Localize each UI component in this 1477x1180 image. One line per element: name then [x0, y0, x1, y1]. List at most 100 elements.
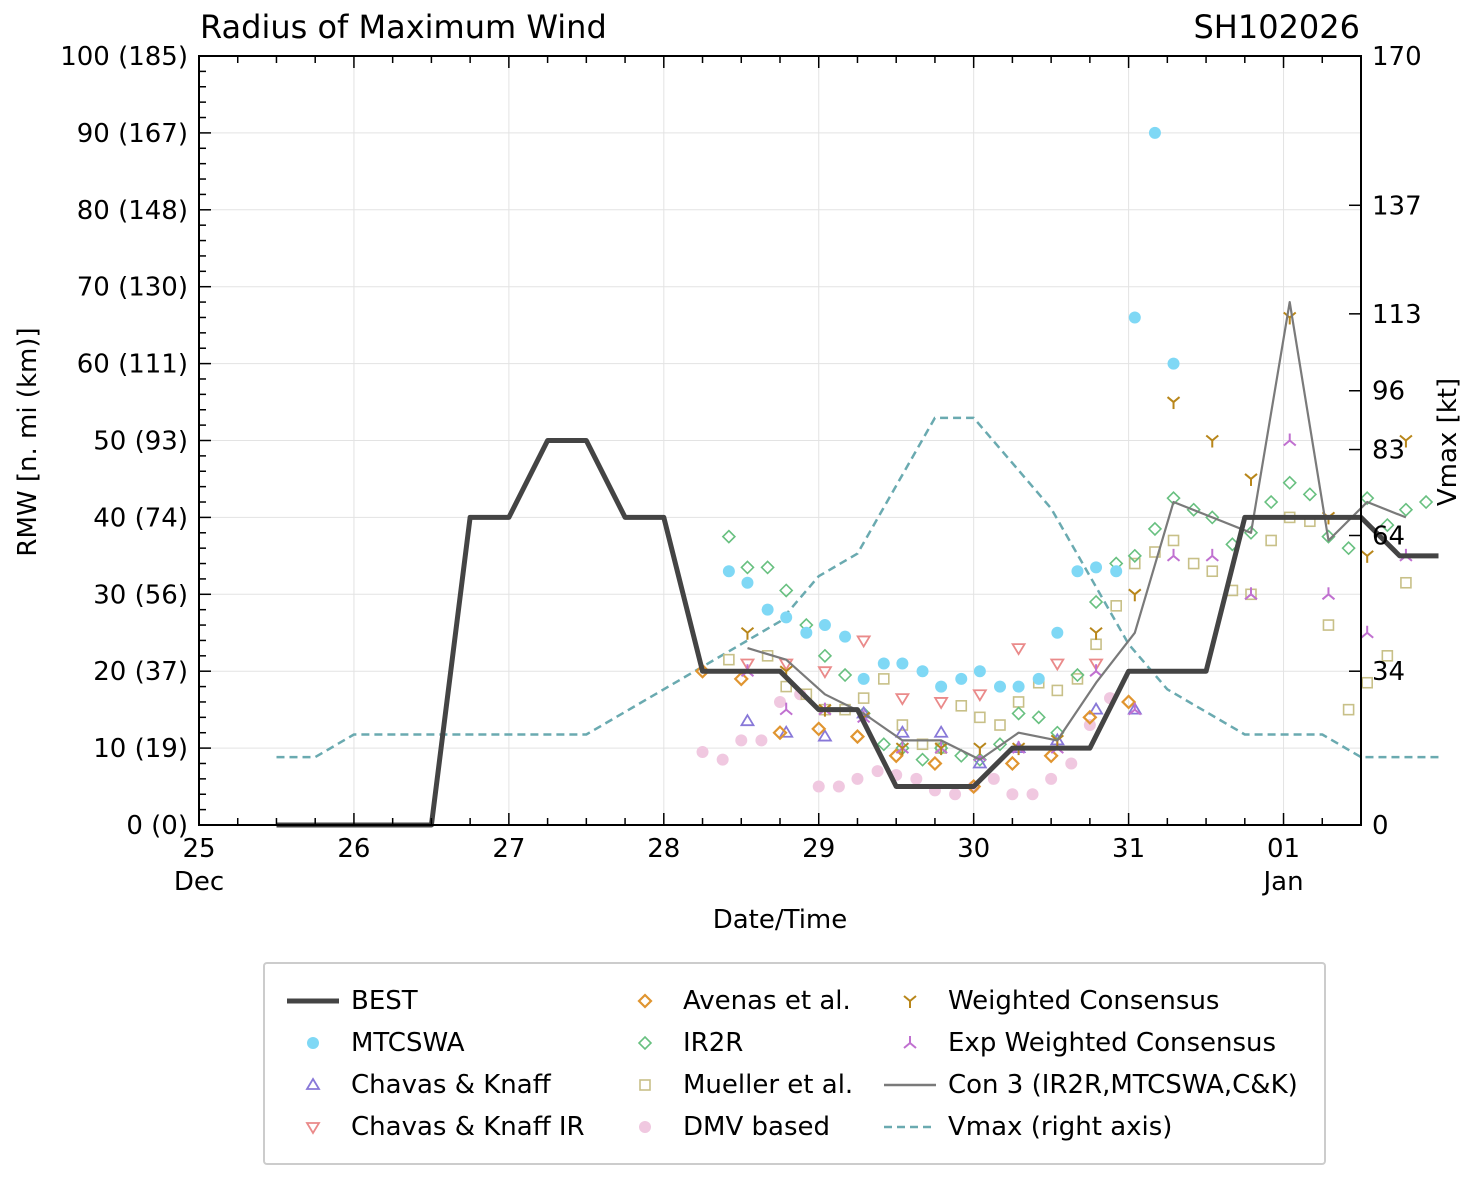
data-point: [1321, 587, 1336, 601]
marker-stroke: [1128, 588, 1136, 596]
marker-stroke: [1244, 473, 1252, 480]
legend-swatch-chavas-knaff: [305, 1077, 321, 1090]
marker-stroke: [1172, 396, 1181, 403]
data-point: [1166, 396, 1181, 410]
marker-stroke: [1211, 555, 1219, 562]
y-tick-label-left: 60 (111): [77, 350, 188, 380]
x-axis-label: Date/Time: [713, 905, 848, 935]
data-point: [1071, 673, 1084, 685]
marker-stroke: [1360, 631, 1368, 639]
marker-stroke: [1172, 555, 1181, 562]
data-point: [755, 734, 768, 747]
series-con-3-ir2r-mtcswa-c-k: [747, 301, 1407, 761]
data-point: [857, 672, 870, 685]
data-point: [812, 780, 825, 793]
legend-item-vmax: Vmax (right axis): [882, 1110, 1172, 1144]
data-point: [740, 560, 755, 575]
data-point: [1004, 755, 1020, 772]
data-point: [1128, 588, 1142, 602]
data-point: [772, 725, 788, 741]
data-point: [761, 603, 774, 616]
y-tick-label-right: 96: [1372, 377, 1405, 407]
marker-stroke: [1089, 670, 1097, 677]
x-tick-label: 30: [957, 834, 990, 864]
chart-title: Radius of Maximum Wind: [200, 8, 607, 46]
legend-swatch-vmax: [884, 1125, 936, 1129]
data-point: [1071, 565, 1084, 578]
data-point: [1360, 625, 1374, 639]
data-point: [1070, 667, 1085, 683]
data-point: [716, 753, 729, 766]
y-tick-label-right: 64: [1372, 521, 1405, 551]
legend-label: Vmax (right axis): [948, 1112, 1173, 1142]
data-point: [1128, 557, 1141, 570]
data-point: [1012, 680, 1025, 693]
data-point: [857, 692, 870, 704]
data-point: [1282, 475, 1297, 490]
data-point: [1400, 576, 1412, 589]
data-point: [723, 653, 735, 666]
data-point: [877, 657, 890, 670]
data-point: [1321, 529, 1336, 544]
marker-stroke: [1205, 434, 1213, 442]
data-point: [1051, 626, 1064, 639]
data-point: [1322, 619, 1335, 631]
data-point: [894, 724, 910, 738]
data-point: [1051, 684, 1064, 697]
data-point: [735, 734, 748, 747]
data-point: [1264, 494, 1279, 510]
marker-stroke: [1321, 593, 1330, 601]
data-point: [817, 666, 833, 679]
storm-id: SH102026: [1193, 8, 1360, 46]
data-point: [933, 697, 949, 710]
marker-stroke: [1405, 434, 1413, 442]
data-point: [933, 724, 949, 738]
data-point: [1090, 638, 1102, 651]
legend-label: Chavas & Knaff IR: [351, 1112, 585, 1142]
x-tick-sublabel: Jan: [1261, 867, 1303, 897]
data-point: [994, 719, 1006, 731]
legend-label: DMV based: [683, 1112, 830, 1142]
y-tick-label-left: 30 (56): [93, 580, 188, 610]
x-tick-label: 27: [492, 834, 525, 864]
series-chavas-knaff-ir: [739, 635, 1104, 710]
y-tick-label-left: 90 (167): [77, 119, 188, 149]
marker-stroke: [1211, 434, 1219, 442]
legend-swatch-con3: [884, 1083, 936, 1087]
data-point: [1012, 696, 1025, 708]
y-tick-label-right: 170: [1372, 42, 1422, 72]
marker-stroke: [901, 742, 910, 749]
legend-label: Exp Weighted Consensus: [948, 1028, 1277, 1058]
data-layer: [276, 126, 1439, 828]
data-point: [722, 565, 735, 578]
data-point: [1149, 546, 1161, 558]
legend-label: Con 3 (IR2R,MTCSWA,C&K): [948, 1070, 1298, 1100]
marker-stroke: [779, 708, 787, 716]
marker-stroke: [1250, 593, 1258, 601]
data-point: [696, 745, 709, 758]
marker-stroke: [1134, 588, 1142, 596]
y-tick-label-left: 10 (19): [93, 734, 188, 764]
data-point: [817, 728, 833, 742]
series-chavas-knaff: [739, 701, 1143, 769]
series-avenas-et-al: [694, 663, 1137, 795]
marker-stroke: [746, 626, 755, 634]
y-tick-label-right: 0: [1372, 811, 1389, 841]
legend-item-con3: Con 3 (IR2R,MTCSWA,C&K): [882, 1068, 1298, 1102]
y-tick-label-left: 0 (0): [126, 811, 188, 841]
data-point: [1381, 650, 1394, 662]
marker-stroke: [785, 708, 793, 716]
legend-swatch-exp-weighted-consensus: [903, 1036, 917, 1049]
data-point: [1244, 587, 1258, 601]
data-point: [1205, 434, 1219, 448]
data-point: [1398, 502, 1414, 517]
marker-stroke: [979, 742, 987, 749]
data-point: [1121, 694, 1137, 710]
data-point: [832, 780, 845, 793]
data-point: [817, 648, 833, 663]
data-point: [1187, 557, 1200, 570]
data-point: [954, 748, 969, 763]
legend-item-chavas-knaff: Chavas & Knaff: [285, 1068, 551, 1102]
data-point: [972, 689, 988, 703]
data-point: [896, 657, 909, 670]
